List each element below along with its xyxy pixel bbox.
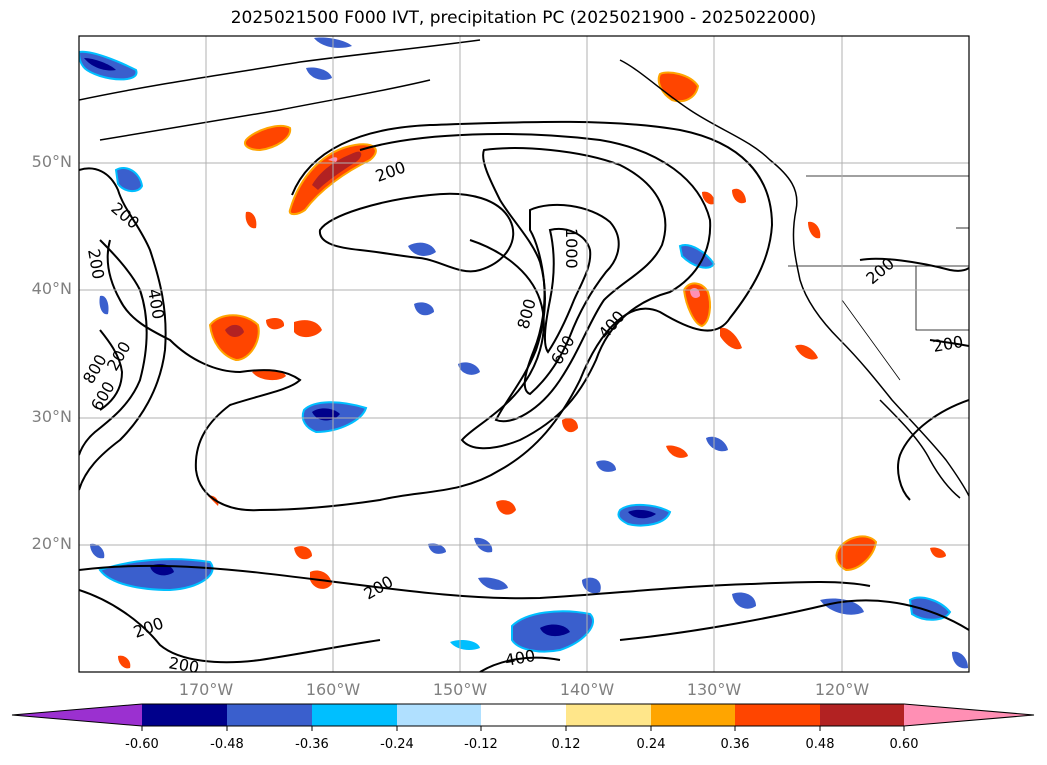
precip-blob	[306, 67, 332, 80]
coastlines	[79, 39, 969, 499]
contour-label: 1000	[562, 228, 581, 269]
colorbar-segment	[397, 704, 481, 726]
contour-400-left	[79, 239, 148, 456]
precip-blob	[294, 320, 322, 338]
gridlines	[79, 36, 969, 672]
precip-blob	[244, 124, 292, 152]
precip-blob	[208, 314, 260, 362]
contour-200-east	[929, 339, 969, 347]
colorbar-tick-label: -0.24	[380, 737, 414, 752]
contour-200-inner	[318, 192, 515, 273]
colorbar-segment	[820, 704, 904, 726]
contour-800-left	[99, 329, 124, 411]
contour-400-center	[359, 133, 712, 450]
precip-blob	[450, 640, 480, 650]
colorbar-segment	[227, 704, 312, 726]
colorbar-extend-min	[12, 704, 142, 726]
contour-200-se	[897, 399, 969, 501]
lon-label-120: 120°W	[814, 680, 870, 699]
colorbar-tick-label: 0.12	[551, 737, 581, 752]
precip-blob	[682, 282, 711, 328]
contour-800-center	[523, 203, 620, 396]
colorbar-tick-label: 0.36	[720, 737, 750, 752]
lat-label-40: 40°N	[31, 279, 72, 298]
precip-blob	[720, 327, 742, 350]
colorbar-segment	[735, 704, 820, 726]
colorbar-segment	[142, 704, 227, 726]
colorbar-tick-label: -0.12	[464, 737, 498, 752]
precip-blob	[540, 624, 570, 637]
colorbar-tick-label: 0.24	[636, 737, 666, 752]
precip-blob	[808, 221, 821, 239]
lon-label-160: 160°W	[305, 680, 361, 699]
precip-blob	[795, 344, 818, 360]
contour-200-south	[79, 564, 871, 600]
precip-blob	[478, 577, 508, 590]
aleutian-chain	[99, 79, 431, 141]
positive-precip-anomalies	[118, 71, 946, 669]
contour-200-bottom2	[619, 599, 969, 641]
colorbar-segment	[566, 704, 651, 726]
precip-blob	[84, 58, 116, 71]
precip-blob	[266, 318, 285, 330]
map-frame	[78, 35, 970, 673]
mexico-coast	[879, 399, 961, 499]
ivt-contours	[79, 120, 969, 672]
precip-blob	[596, 460, 616, 472]
precip-blob	[90, 543, 105, 559]
lat-label-30: 30°N	[31, 407, 72, 426]
precip-blob	[706, 436, 728, 452]
border-line	[915, 266, 969, 331]
colorbar-tick-label: -0.36	[295, 737, 329, 752]
lon-label-140: 140°W	[559, 680, 615, 699]
figure-title: 2025021500 F000 IVT, precipitation PC (2…	[230, 8, 817, 28]
precip-blob	[428, 543, 446, 554]
contour-600-center	[482, 147, 667, 423]
precip-blob	[118, 655, 131, 669]
contour-200-bottom	[79, 589, 381, 664]
precip-blob	[408, 242, 436, 256]
map-background	[79, 36, 969, 672]
precip-blob	[628, 509, 656, 519]
lon-label-130: 130°W	[686, 680, 742, 699]
lat-label-50: 50°N	[31, 152, 72, 171]
lon-label-150: 150°W	[432, 680, 488, 699]
colorbar-tick-label: -0.48	[210, 737, 244, 752]
precip-blob	[294, 546, 312, 560]
precip-blob	[414, 302, 434, 316]
colorbar	[11, 703, 1035, 731]
colorbar-segment	[651, 704, 735, 726]
contour-200-west-coast	[859, 257, 969, 272]
precip-blob	[245, 211, 257, 229]
precip-blob	[312, 151, 362, 190]
precip-blob	[702, 191, 715, 205]
precip-blob	[952, 651, 968, 669]
precip-blob	[732, 188, 746, 204]
precip-blob	[562, 418, 578, 433]
precip-blob	[99, 295, 109, 315]
colorbar-extend-max	[904, 704, 1034, 726]
precip-blob	[114, 167, 144, 192]
colorbar-tick-label: 0.48	[805, 737, 835, 752]
colorbar-tick-label: 0.60	[889, 737, 919, 752]
contour-200-outer	[106, 120, 774, 512]
contour-200-left	[79, 167, 167, 491]
contour-400-bottom	[479, 656, 561, 672]
precip-blob	[208, 495, 219, 506]
precip-blob	[496, 500, 516, 515]
north-america-coast	[619, 59, 969, 497]
contour-label: 200	[167, 653, 200, 677]
precip-blob	[930, 547, 946, 558]
precip-blob	[458, 362, 480, 375]
precip-blob	[666, 445, 688, 458]
lat-label-20: 20°N	[31, 534, 72, 553]
colorbar-segment	[312, 704, 397, 726]
precip-blob	[732, 592, 756, 609]
colorbar-segment	[481, 704, 566, 726]
colorbar-tick-label: -0.60	[125, 737, 159, 752]
alaska-coast	[79, 39, 481, 101]
precip-blob	[225, 324, 244, 337]
lon-label-170: 170°W	[178, 680, 234, 699]
